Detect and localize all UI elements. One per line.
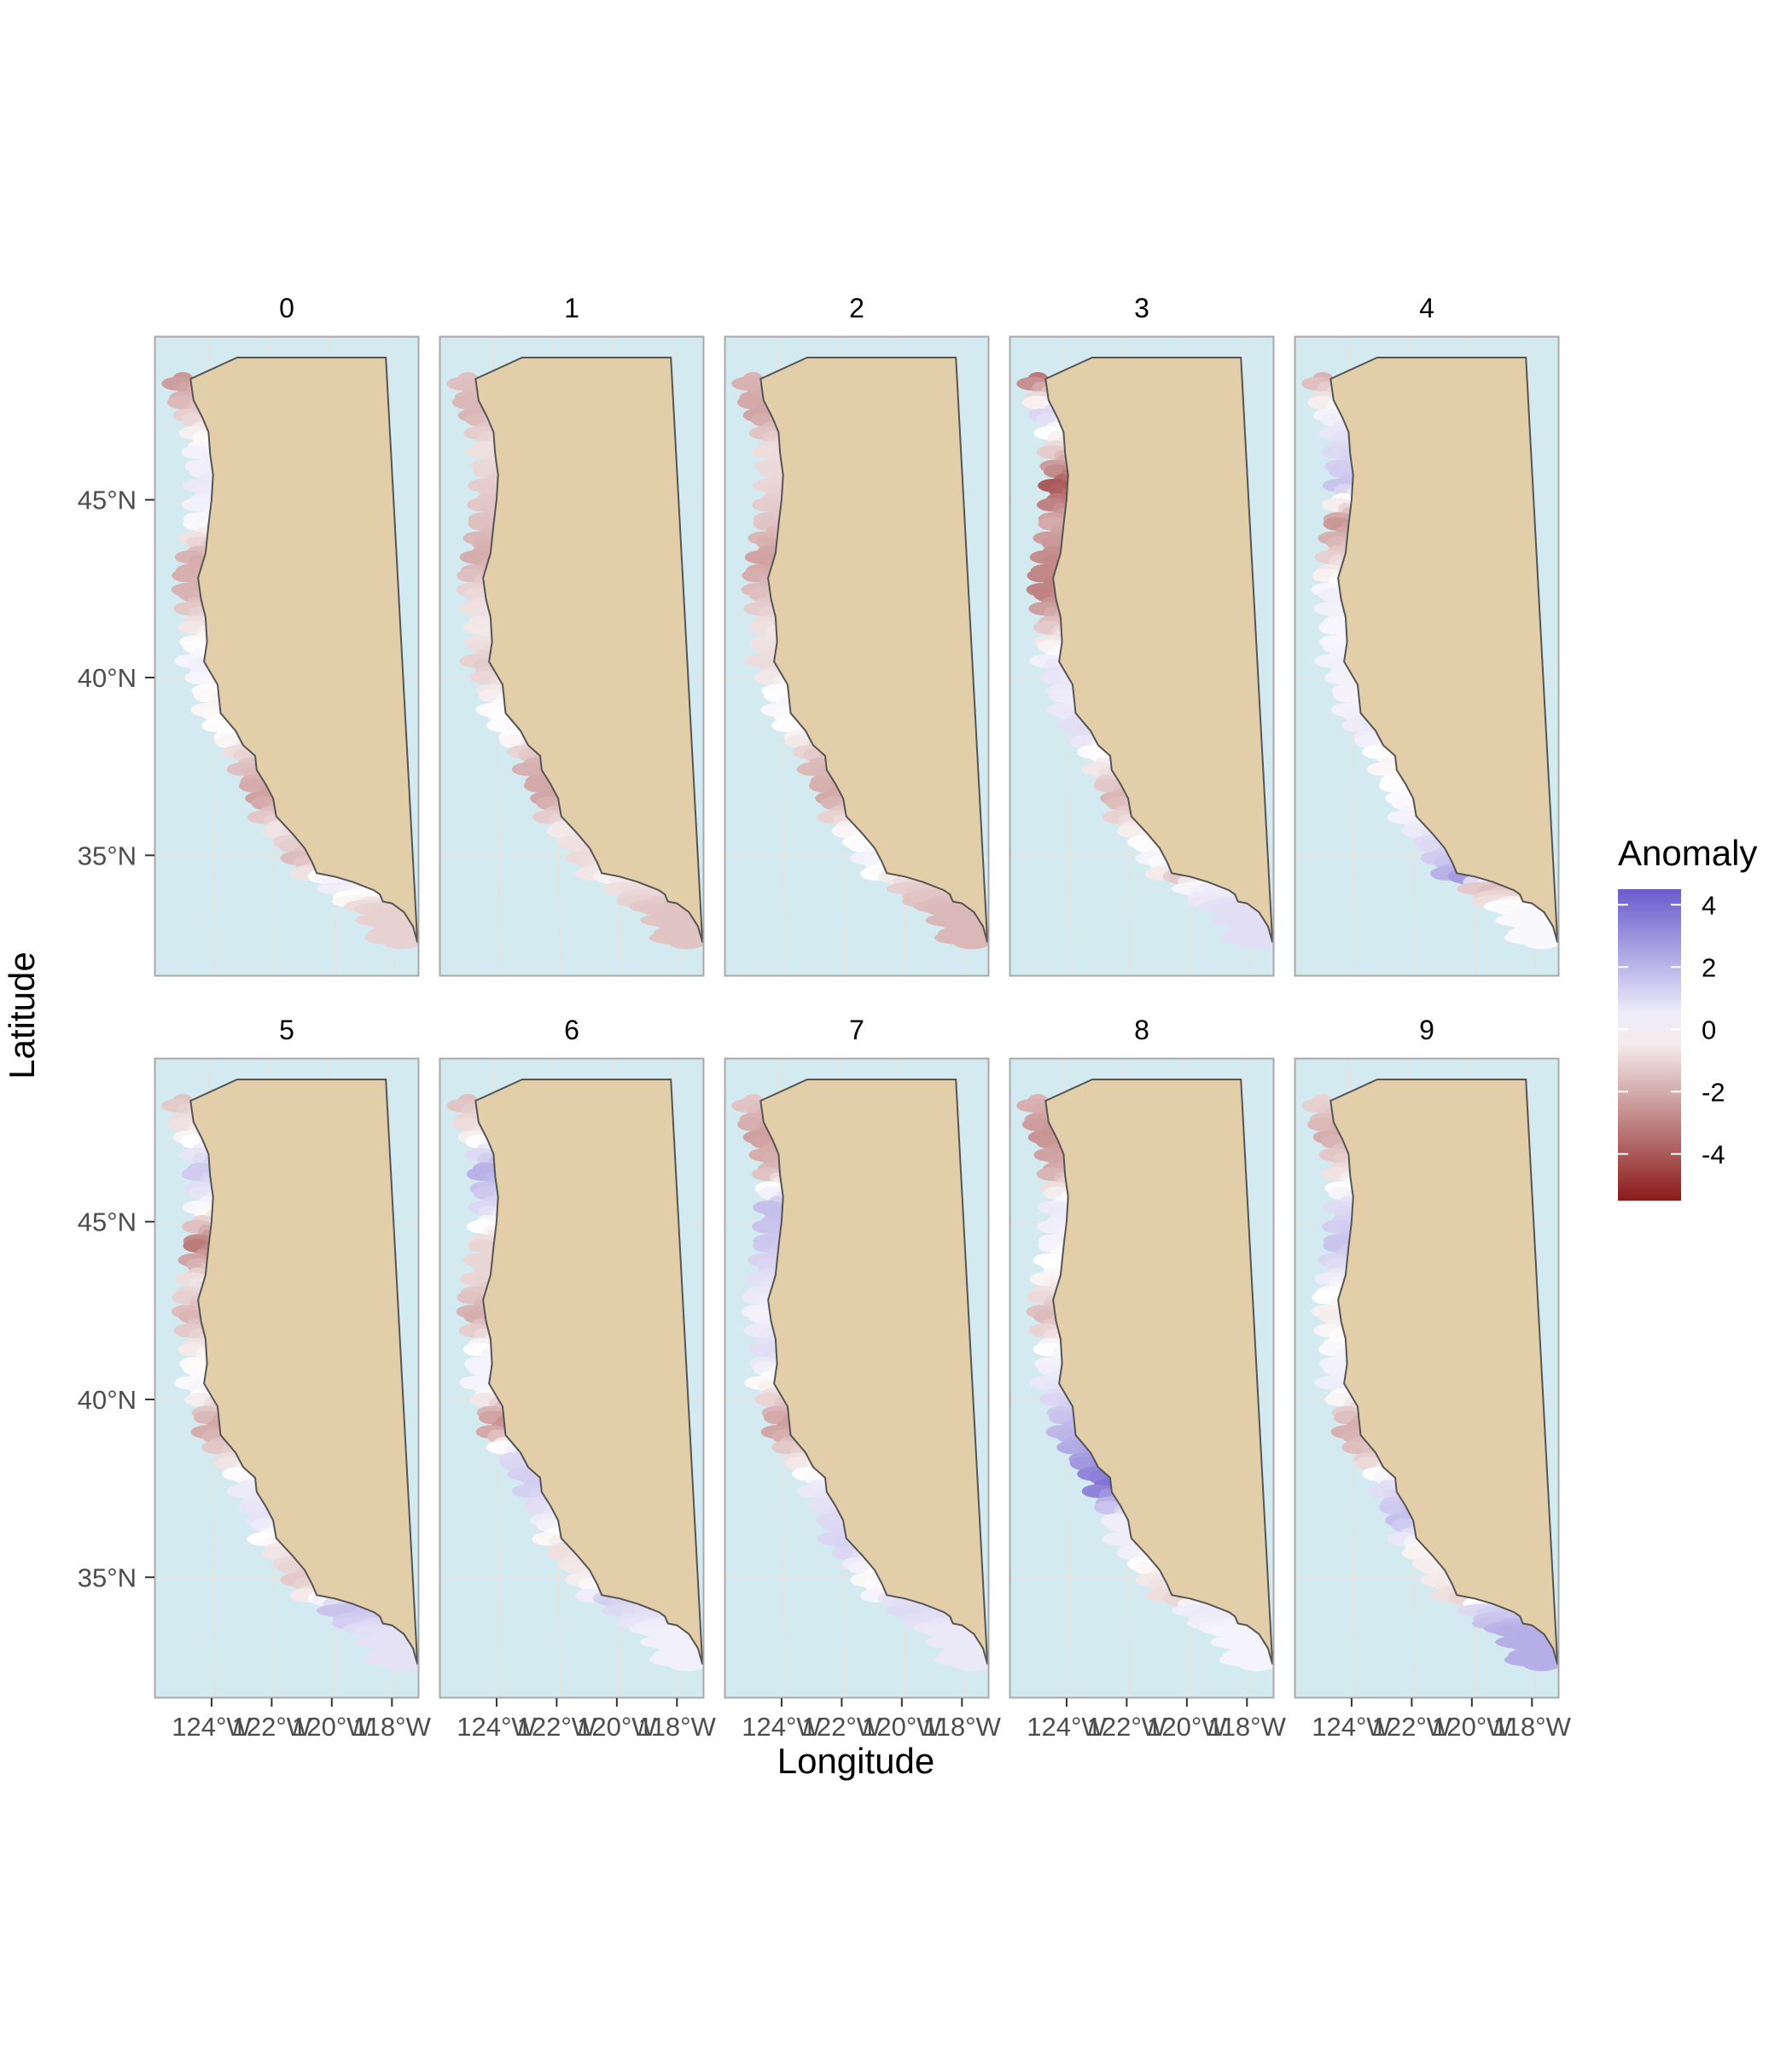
y-axis-title: Latitude — [2, 951, 42, 1079]
legend-tick-label: 4 — [1702, 890, 1716, 920]
facet-label: 3 — [1134, 293, 1149, 323]
x-axis-title: Longitude — [777, 1741, 935, 1781]
legend-tick-label: -2 — [1702, 1077, 1725, 1107]
legend-tick-label: 2 — [1702, 952, 1716, 982]
anomaly-cell — [668, 1657, 705, 1671]
y-tick-label: 40°N — [78, 1385, 137, 1415]
x-tick-label: 118°W — [638, 1712, 717, 1742]
facet-panel-4: 4 — [1295, 293, 1560, 976]
anomaly-cell — [1238, 935, 1275, 949]
y-tick-label: 40°N — [78, 663, 137, 693]
anomaly-cell — [1523, 935, 1560, 949]
facet-label: 8 — [1134, 1015, 1149, 1045]
anomaly-cell — [383, 1657, 420, 1671]
facet-label: 1 — [564, 293, 579, 323]
x-tick-label: 118°W — [1208, 1712, 1287, 1742]
facet-label: 5 — [279, 1015, 294, 1045]
facet-panel-0: 0 — [154, 293, 420, 976]
anomaly-cell — [1238, 1657, 1275, 1671]
facet-panel-7: 7 — [724, 1015, 990, 1698]
anomaly-cell — [383, 935, 420, 949]
y-tick-label: 35°N — [78, 1562, 137, 1592]
y-tick-label: 45°N — [78, 1207, 137, 1237]
legend-tick-label: 0 — [1702, 1015, 1716, 1044]
x-tick-label: 118°W — [923, 1712, 1002, 1742]
legend: Anomaly 4 2 0 -2 -4 — [1618, 833, 1757, 1201]
x-tick-label: 118°W — [353, 1712, 432, 1742]
facet-panel-5: 5 — [154, 1015, 420, 1698]
facet-label: 0 — [279, 293, 294, 323]
anomaly-cell — [1523, 1657, 1560, 1671]
x-tick-label: 118°W — [1493, 1712, 1572, 1742]
facet-label: 9 — [1419, 1015, 1434, 1045]
legend-title: Anomaly — [1618, 833, 1757, 873]
facet-panel-3: 3 — [1009, 293, 1275, 976]
legend-tick-label: -4 — [1702, 1139, 1725, 1169]
facet-label: 4 — [1419, 293, 1434, 323]
y-tick-label: 45°N — [78, 486, 137, 515]
anomaly-cell — [668, 935, 705, 949]
facet-panel-2: 2 — [724, 293, 990, 976]
facet-panels: 0 1 2 3 4 5 6 7 8 9 — [154, 293, 1560, 1698]
facet-panel-6: 6 — [439, 1015, 705, 1698]
anomaly-cell — [953, 1657, 990, 1671]
facet-panel-8: 8 — [1009, 1015, 1275, 1698]
facet-label: 2 — [849, 293, 864, 323]
anomaly-cell — [953, 935, 990, 949]
facet-label: 6 — [564, 1015, 579, 1045]
y-tick-label: 35°N — [78, 841, 137, 870]
facet-label: 7 — [849, 1015, 864, 1045]
facet-panel-9: 9 — [1295, 1015, 1560, 1698]
facet-panel-1: 1 — [439, 293, 705, 976]
y-axis-tick-labels: 45°N 40°N 35°N 45°N 40°N 35°N — [78, 486, 154, 1593]
